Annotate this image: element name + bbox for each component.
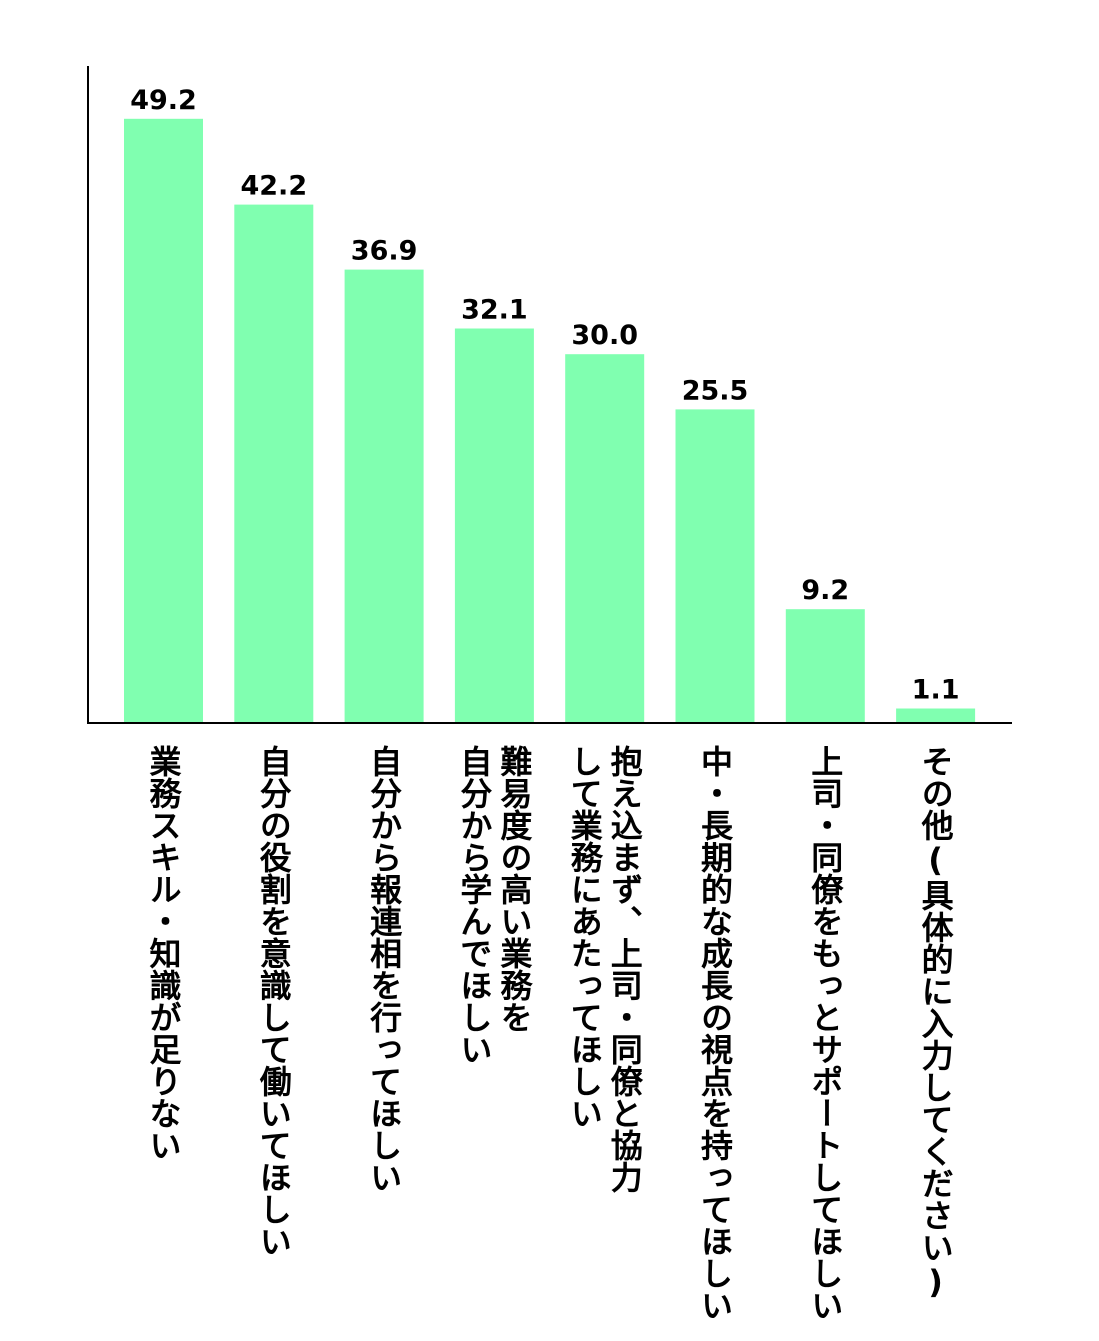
x-tick-label: 自分の役割を意識して働いてほしい [254, 745, 293, 1257]
bar-value-label: 30.0 [571, 320, 638, 351]
x-tick-label: 上司・同僚をもっとサポートしてほしい [806, 745, 845, 1321]
x-tick-label: 業務スキル・知識が足りない [144, 745, 183, 1161]
bar [234, 204, 314, 723]
bar [675, 409, 755, 722]
bar-value-label: 49.2 [130, 85, 197, 116]
bar [785, 609, 865, 722]
x-tick-label: 抱え込まず、上司・同僚と協力 して業務にあたってほしい [565, 745, 644, 1193]
bar-value-label: 9.2 [801, 575, 849, 606]
x-tick-label: 難易度の高い業務を 自分から学んでほしい [455, 745, 534, 1065]
x-tick-label: その他(具体的に入力してください) [916, 745, 955, 1301]
x-tick-label: 自分から報連相を行ってほしい [365, 745, 404, 1193]
bars-group [124, 118, 976, 723]
value-labels-group: 49.2 42.2 36.9 32.1 30.0 25.5 9.2 1.1 [130, 85, 959, 706]
bar-value-label: 36.9 [351, 236, 418, 267]
bar-value-label: 32.1 [461, 295, 528, 326]
bar [454, 328, 534, 722]
bar [565, 354, 645, 722]
bar-value-label: 42.2 [240, 171, 307, 202]
bar [124, 118, 203, 723]
bar-value-label: 25.5 [682, 375, 749, 406]
bar [896, 708, 976, 722]
x-tick-label: 中・長期的な成長の視点を持ってほしい [696, 745, 734, 1321]
bar [344, 269, 424, 722]
bar-value-label: 1.1 [912, 675, 960, 706]
